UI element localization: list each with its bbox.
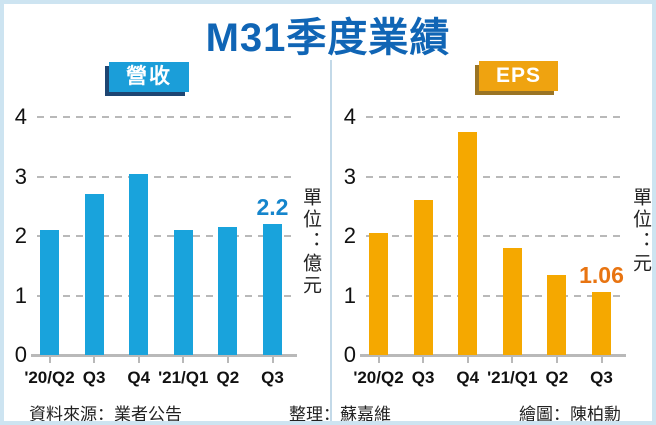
bar-Q2: [547, 274, 567, 355]
x-axis-tickmark: [511, 357, 514, 363]
y-axis-tick-label: 4: [343, 104, 356, 129]
x-axis-tickmark: [600, 357, 603, 363]
gridline-y4: [37, 116, 297, 118]
gridline-y1: [366, 294, 626, 297]
x-axis-tickmark: [466, 357, 469, 363]
gridline-y2: [37, 235, 297, 237]
x-axis-tick-label: '21/Q1: [158, 368, 209, 387]
y-axis-tick-label: 2: [343, 223, 356, 248]
bar-'21/Q1: [173, 230, 193, 355]
x-axis-tickmark: [377, 357, 380, 363]
bar-Q4: [129, 173, 149, 355]
x-axis-tickmark: [93, 357, 96, 363]
footer: 資料來源：業者公告 整理：蘇嘉維 繪圖：陳柏勳: [4, 400, 652, 424]
footer-source: 資料來源：業者公告: [29, 405, 182, 424]
y-axis-tick-label: 3: [14, 163, 27, 189]
bar-Q3: [592, 291, 611, 355]
revenue-unit-label: 單位：億元: [300, 187, 321, 297]
y-axis-tick-label: 1: [343, 282, 356, 308]
x-axis-tick-label: Q4: [456, 368, 480, 387]
bar-'21/Q1: [502, 247, 522, 355]
y-axis-tick-label: 0: [343, 342, 356, 367]
bar-Q2: [218, 227, 238, 355]
bar-Q3: [263, 224, 282, 355]
x-axis-tick-label: '20/Q2: [353, 368, 404, 387]
bar-Q3: [413, 200, 433, 355]
bar-'20/Q2: [40, 230, 59, 355]
y-axis-tick-label: 1: [14, 282, 27, 308]
gridline-y3: [366, 175, 626, 178]
x-axis-tickmark: [48, 357, 51, 363]
x-axis-tick-label: Q3: [590, 368, 613, 387]
gridline-y3: [37, 175, 297, 178]
bar-Q4: [458, 131, 478, 355]
bar-value-annotation: 1.06: [579, 261, 624, 288]
y-axis-tick-label: 2: [14, 223, 27, 248]
bar-'20/Q2: [369, 233, 388, 355]
x-axis-tickmark: [422, 357, 425, 363]
bar-value-annotation: 2.2: [256, 194, 289, 221]
panel-right-border: [652, 60, 654, 424]
x-axis-line: [31, 354, 297, 357]
eps-legend-badge: EPS: [479, 61, 558, 91]
gridline-y4: [366, 116, 626, 118]
x-axis-tick-label: '20/Q2: [24, 368, 75, 387]
x-axis-tick-label: '21/Q1: [487, 368, 538, 387]
x-axis-tick-label: Q4: [127, 368, 151, 387]
eps-unit-label: 單位：元: [630, 187, 651, 275]
y-axis-tick-label: 4: [14, 104, 27, 129]
x-axis-tickmark: [226, 357, 229, 363]
x-axis-tickmark: [271, 357, 274, 363]
x-axis-tickmark: [137, 357, 140, 363]
x-axis-tickmark: [555, 357, 558, 363]
gridline-y1: [37, 294, 297, 297]
footer-artist: 繪圖：陳柏勳: [519, 405, 621, 424]
bar-Q3: [84, 194, 104, 355]
gridline-y2: [366, 235, 626, 237]
page-title: M31季度業績: [205, 16, 451, 60]
x-axis-tick-label: Q3: [261, 368, 284, 387]
x-axis-line: [360, 354, 626, 357]
x-axis-tick-label: Q3: [411, 368, 435, 387]
footer-editor: 整理：蘇嘉維: [289, 405, 391, 424]
y-axis-tick-label: 3: [343, 163, 356, 189]
x-axis-tick-label: Q3: [82, 368, 106, 387]
panel-divider: [330, 60, 332, 421]
x-axis-tickmark: [182, 357, 185, 363]
x-axis-tick-label: Q2: [545, 368, 569, 387]
revenue-legend-badge: 營收: [109, 62, 189, 92]
y-axis-tick-label: 0: [14, 342, 27, 367]
x-axis-tick-label: Q2: [216, 368, 240, 387]
